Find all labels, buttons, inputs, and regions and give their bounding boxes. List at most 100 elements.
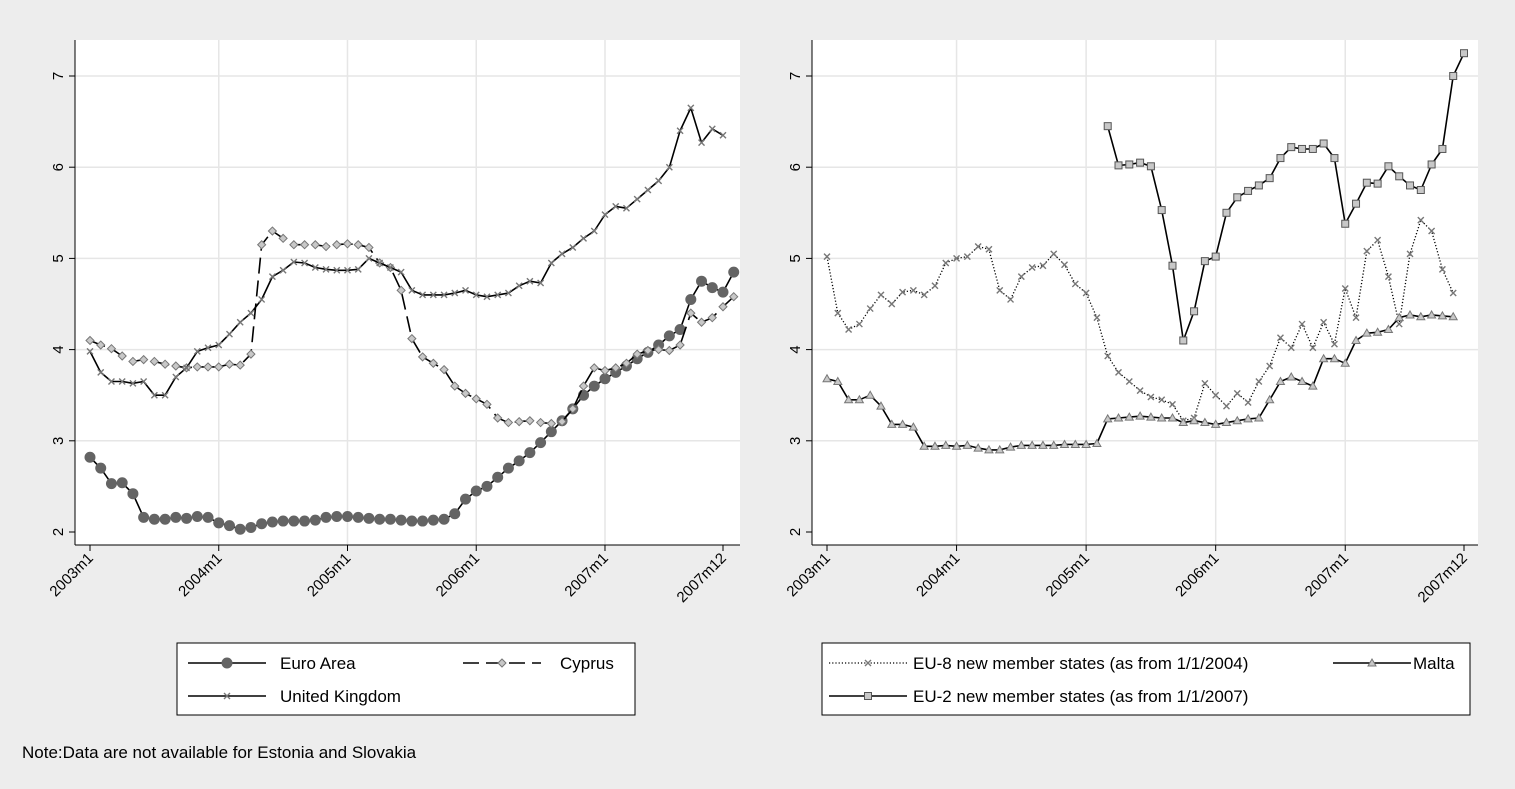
data-point: [150, 391, 158, 399]
data-point: [352, 511, 364, 523]
data-point: [1156, 412, 1167, 422]
data-point: [374, 513, 386, 525]
data-point: [1147, 393, 1155, 401]
data-point: [611, 363, 621, 373]
data-point: [622, 204, 630, 212]
data-point: [1406, 250, 1414, 258]
data-point: [1115, 368, 1123, 376]
data-point: [159, 513, 171, 525]
series-cyprus: [85, 226, 739, 429]
data-point: [930, 441, 940, 450]
data-point: [353, 240, 363, 250]
data-point: [1244, 186, 1253, 195]
data-point: [1092, 438, 1102, 448]
data-point: [578, 381, 589, 391]
data-point: [1114, 161, 1123, 170]
data-point: [1254, 181, 1263, 190]
data-point: [962, 440, 973, 449]
data-point: [1039, 262, 1047, 270]
data-point: [192, 362, 202, 372]
data-point: [406, 515, 418, 527]
data-point: [1352, 314, 1360, 322]
data-point: [1253, 412, 1264, 422]
legend-label: United Kingdom: [280, 687, 401, 706]
y-tick-label: 2: [50, 528, 67, 536]
data-point: [963, 253, 971, 261]
data-point: [440, 291, 448, 299]
data-point: [494, 291, 502, 299]
data-point: [1298, 320, 1306, 328]
data-point: [417, 515, 429, 527]
data-point: [621, 358, 632, 368]
data-point: [481, 480, 493, 492]
data-point: [535, 417, 546, 428]
data-point: [940, 440, 951, 449]
data-point: [1449, 289, 1457, 297]
data-point: [644, 186, 652, 194]
data-point: [149, 356, 160, 367]
data-point: [267, 226, 278, 236]
data-point: [1232, 415, 1243, 425]
data-point: [384, 513, 396, 525]
data-point: [1125, 160, 1134, 169]
data-point: [1266, 362, 1274, 370]
data-point: [665, 163, 673, 171]
data-point: [1264, 394, 1275, 404]
data-point: [1363, 247, 1371, 255]
data-point: [514, 416, 524, 427]
data-point: [472, 291, 480, 299]
data-point: [1027, 440, 1038, 449]
data-point: [1373, 179, 1382, 188]
data-point: [310, 240, 321, 250]
data-point: [612, 202, 620, 210]
data-point: [886, 419, 897, 428]
data-point: [675, 340, 685, 350]
x-tick-label: 2007m12: [674, 550, 730, 606]
data-point: [341, 510, 353, 522]
left-legend: Euro Area Cyprus United Kingdom: [176, 642, 636, 716]
data-point: [1104, 352, 1112, 360]
data-point: [1168, 400, 1176, 408]
data-point: [1038, 440, 1048, 449]
data-point: [482, 399, 492, 410]
data-point: [354, 265, 362, 273]
data-point: [590, 227, 598, 235]
data-point: [140, 378, 148, 386]
data-point: [107, 378, 115, 386]
data-point: [601, 211, 609, 219]
data-point: [234, 523, 246, 535]
data-point: [1146, 162, 1155, 171]
data-point: [589, 363, 599, 373]
y-tick-label: 2: [787, 528, 804, 536]
data-point: [396, 285, 406, 296]
data-point: [855, 320, 863, 328]
data-point: [845, 326, 853, 334]
data-point: [897, 419, 908, 428]
x-tick-label: 2004m1: [913, 550, 963, 600]
legend-label: EU-8 new member states (as from 1/1/2004…: [913, 654, 1248, 673]
data-point: [1437, 310, 1448, 320]
data-point: [1212, 391, 1220, 399]
data-point: [428, 358, 439, 368]
x-tick-label: 2006m1: [433, 550, 483, 600]
data-point: [1265, 174, 1274, 183]
data-point: [1200, 257, 1209, 266]
right-plot-area: [812, 40, 1478, 545]
data-point: [696, 275, 708, 287]
data-point: [1395, 172, 1404, 181]
data-point: [1307, 381, 1318, 390]
y-tick-label: 7: [787, 72, 804, 80]
data-point: [1417, 216, 1425, 224]
data-point: [449, 508, 461, 520]
data-point: [1298, 144, 1307, 153]
data-point: [1460, 49, 1468, 58]
data-point: [1438, 144, 1447, 153]
data-point: [193, 347, 201, 355]
data-point: [706, 282, 718, 294]
data-point: [332, 240, 342, 250]
data-point: [202, 511, 214, 523]
data-point: [953, 254, 961, 262]
data-point: [1200, 417, 1210, 427]
data-point: [96, 340, 106, 350]
data-point: [524, 447, 536, 459]
